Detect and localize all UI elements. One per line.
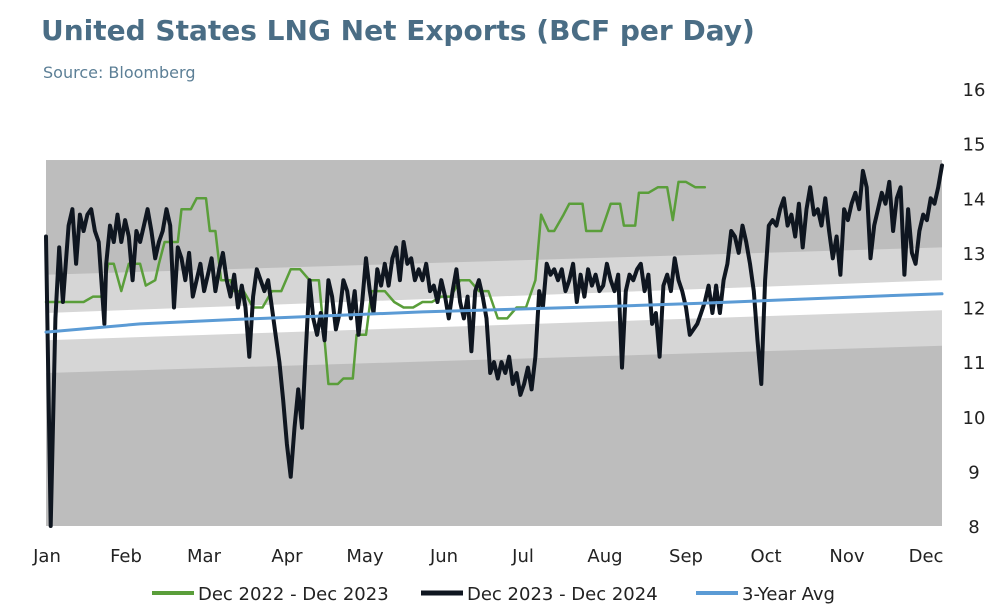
y-tick-label: 16 <box>963 80 986 101</box>
legend-label: 3-Year Avg <box>742 584 835 605</box>
y-tick-label: 8 <box>968 517 979 538</box>
x-axis: Jan Feb Mar Apr May Jun Jul Aug Sep Oct Nov Dec <box>32 546 943 567</box>
x-tick-label: Aug <box>587 546 622 567</box>
chart-subtitle: Source: Bloomberg <box>43 63 196 82</box>
x-tick-label: Apr <box>271 546 303 567</box>
chart-title: United States LNG Net Exports (BCF per D… <box>41 14 755 47</box>
x-tick-label: Feb <box>110 546 142 567</box>
series-line-2 <box>44 163 944 528</box>
x-tick-label: Oct <box>750 546 781 567</box>
y-axis: 8 9 10 11 12 13 14 15 16 <box>963 80 986 538</box>
x-tick-label: May <box>346 546 384 567</box>
y-tick-label: 10 <box>963 408 986 429</box>
x-tick-label: Mar <box>187 546 222 567</box>
y-tick-label: 13 <box>963 244 986 265</box>
y-tick-label: 12 <box>963 299 986 320</box>
x-tick-label: Jun <box>429 546 458 567</box>
y-tick-label: 14 <box>963 189 986 210</box>
series-layer <box>44 163 944 528</box>
y-tick-label: 11 <box>963 353 986 374</box>
y-tick-label: 9 <box>968 462 979 483</box>
legend-label: Dec 2022 - Dec 2023 <box>198 584 389 605</box>
x-tick-label: Sep <box>669 546 703 567</box>
x-tick-label: Jan <box>32 546 61 567</box>
x-tick-label: Dec <box>909 546 944 567</box>
x-tick-label: Jul <box>511 546 534 567</box>
legend-label: Dec 2023 - Dec 2024 <box>467 584 658 605</box>
legend: Dec 2022 - Dec 2023 Dec 2023 - Dec 2024 3-… <box>152 584 835 605</box>
series-line-3 <box>44 292 944 334</box>
x-tick-label: Nov <box>829 546 864 567</box>
y-tick-label: 15 <box>963 135 986 156</box>
